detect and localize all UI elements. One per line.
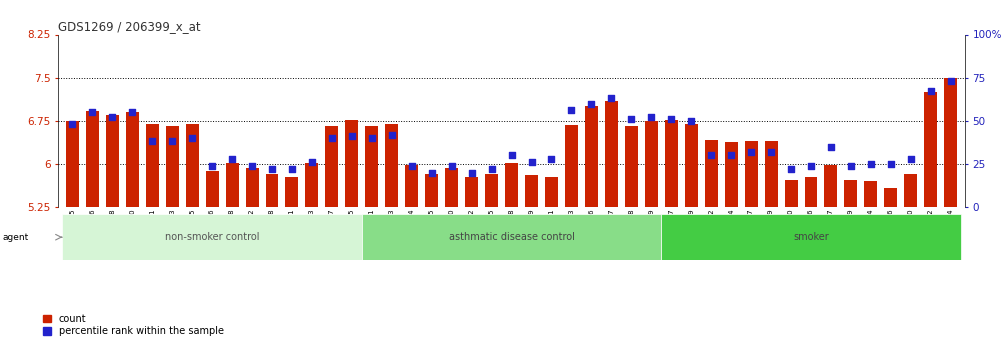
Text: non-smoker control: non-smoker control — [165, 232, 260, 242]
Point — [524, 159, 540, 165]
Point — [544, 156, 560, 161]
Text: GDS1269 / 206399_x_at: GDS1269 / 206399_x_at — [58, 20, 201, 33]
Point — [324, 135, 340, 141]
Bar — [226, 163, 239, 207]
Point — [803, 163, 819, 168]
Point — [743, 149, 759, 155]
Point — [364, 135, 380, 141]
Point — [284, 166, 300, 172]
Point — [783, 166, 800, 172]
Point — [483, 166, 499, 172]
Bar — [662, 214, 961, 260]
Bar — [725, 142, 738, 207]
Bar — [285, 177, 298, 207]
Bar — [86, 111, 99, 207]
Bar — [166, 127, 178, 207]
Point — [204, 163, 221, 168]
Legend: count, percentile rank within the sample: count, percentile rank within the sample — [43, 314, 224, 336]
Point — [244, 163, 260, 168]
Point — [264, 166, 280, 172]
Point — [85, 109, 101, 115]
Point — [164, 139, 180, 144]
Point — [823, 144, 839, 149]
Point — [64, 121, 81, 127]
Bar — [445, 168, 458, 207]
Point — [902, 156, 918, 161]
Bar — [624, 127, 637, 207]
Point — [304, 159, 320, 165]
Point — [922, 89, 939, 94]
Bar — [665, 120, 678, 207]
Bar — [362, 214, 662, 260]
Bar — [644, 121, 658, 207]
Bar — [325, 127, 338, 207]
Point — [424, 170, 440, 175]
Point — [184, 135, 200, 141]
Bar — [305, 163, 318, 207]
Text: agent: agent — [2, 233, 28, 242]
Bar — [904, 174, 917, 207]
Bar — [246, 168, 259, 207]
Point — [343, 134, 359, 139]
Point — [404, 163, 420, 168]
Bar — [685, 124, 698, 207]
Bar — [185, 124, 198, 207]
Bar — [65, 121, 79, 207]
Bar — [924, 92, 938, 207]
Point — [124, 109, 140, 115]
Point — [144, 139, 160, 144]
Bar — [126, 112, 139, 207]
Bar — [386, 124, 398, 207]
Bar — [405, 165, 418, 207]
Bar — [784, 180, 798, 207]
Point — [444, 163, 460, 168]
Point — [583, 101, 599, 106]
Point — [723, 152, 739, 158]
Point — [603, 96, 619, 101]
Point — [504, 152, 520, 158]
Bar — [884, 188, 897, 207]
Bar — [805, 177, 818, 207]
Bar — [565, 125, 578, 207]
Point — [683, 118, 699, 124]
Point — [703, 152, 719, 158]
Bar — [345, 120, 358, 207]
Text: asthmatic disease control: asthmatic disease control — [448, 232, 574, 242]
Bar — [366, 127, 379, 207]
Bar — [465, 177, 478, 207]
Bar — [525, 175, 538, 207]
Point — [643, 115, 660, 120]
Bar — [945, 78, 958, 207]
Bar — [106, 115, 119, 207]
Bar — [864, 181, 877, 207]
Text: smoker: smoker — [794, 232, 829, 242]
Bar — [764, 141, 777, 207]
Point — [763, 149, 779, 155]
Bar — [605, 101, 618, 207]
Point — [843, 163, 859, 168]
Bar — [506, 163, 518, 207]
Bar — [744, 141, 757, 207]
Bar — [425, 174, 438, 207]
Bar — [705, 140, 718, 207]
Point — [863, 161, 879, 167]
Point — [463, 170, 479, 175]
Point — [105, 115, 121, 120]
Point — [623, 116, 639, 122]
Bar — [845, 180, 857, 207]
Bar — [545, 177, 558, 207]
Bar — [62, 214, 362, 260]
Point — [943, 78, 959, 84]
Point — [224, 156, 240, 161]
Point — [664, 116, 680, 122]
Bar — [266, 174, 279, 207]
Bar — [485, 174, 498, 207]
Bar — [205, 171, 219, 207]
Point — [563, 108, 579, 113]
Bar — [825, 165, 838, 207]
Bar — [146, 124, 159, 207]
Point — [384, 132, 400, 137]
Point — [883, 161, 899, 167]
Bar — [585, 106, 598, 207]
